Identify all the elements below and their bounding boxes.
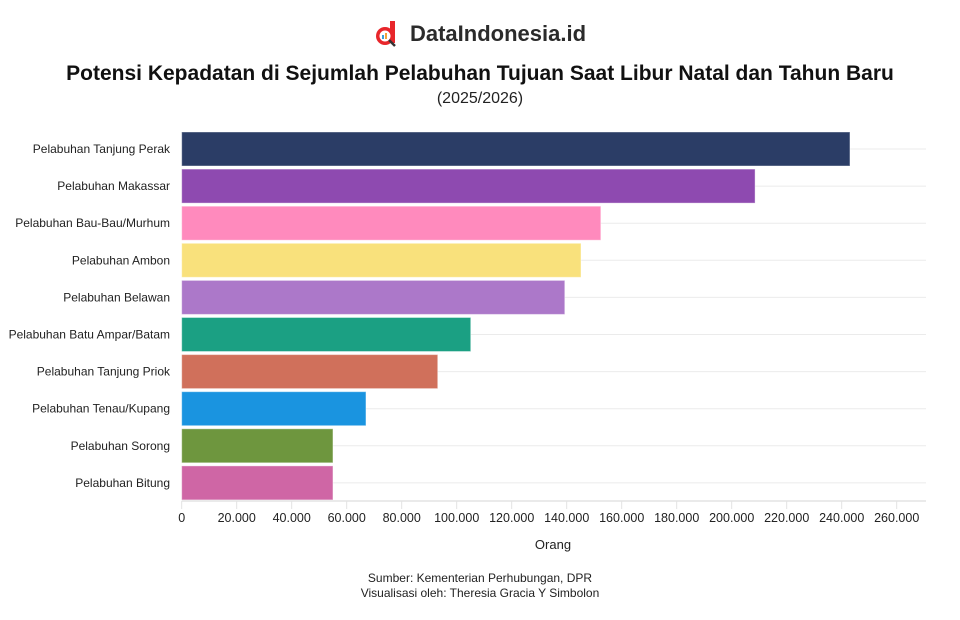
source-note: Sumber: Kementerian Perhubungan, DPR	[367, 571, 593, 585]
category-label: Pelabuhan Tanjung Perak	[33, 142, 171, 156]
x-axis-title: Orang	[535, 537, 571, 552]
brand-logo: DataIndonesia.id	[0, 20, 960, 53]
category-label: Pelabuhan Bitung	[75, 476, 170, 490]
brand-name: DataIndonesia.id	[409, 21, 587, 46]
x-tick-label: 240.000	[819, 511, 864, 525]
bar	[181, 354, 439, 390]
x-tick-label: 200.000	[709, 511, 754, 525]
bar	[181, 242, 582, 278]
x-tick-label: 260.000	[874, 511, 919, 525]
x-tick-label: 140.000	[544, 511, 589, 525]
x-tick-label: 40.000	[273, 511, 311, 525]
bar	[181, 391, 367, 427]
bar	[181, 465, 334, 501]
bar	[181, 205, 602, 241]
category-label: Pelabuhan Batu Ampar/Batam	[9, 328, 170, 342]
x-tick-label: 180.000	[654, 511, 699, 525]
credit-note: Visualisasi oleh: Theresia Gracia Y Simb…	[360, 586, 600, 600]
bar	[181, 279, 566, 315]
bar	[181, 317, 472, 352]
x-tick-label: 160.000	[599, 511, 644, 525]
chart-title: Potensi Kepadatan di Sejumlah Pelabuhan …	[66, 62, 894, 85]
x-tick-label: 220.000	[764, 511, 809, 525]
category-label: Pelabuhan Bau-Bau/Murhum	[15, 216, 170, 230]
category-label: Pelabuhan Sorong	[71, 439, 170, 453]
x-tick-label: 60.000	[328, 511, 366, 525]
x-tick-label: 80.000	[383, 511, 421, 525]
bar	[181, 168, 756, 204]
x-tick-label: 0	[178, 511, 185, 525]
x-tick-label: 100.000	[434, 511, 479, 525]
chart-subtitle: (2025/2026)	[436, 90, 524, 107]
bar	[181, 131, 851, 167]
bar	[181, 428, 334, 464]
category-label: Pelabuhan Tanjung Priok	[37, 365, 171, 379]
category-label: Pelabuhan Belawan	[63, 290, 170, 304]
magnifier-logo-icon	[375, 21, 396, 47]
category-label: Pelabuhan Ambon	[72, 253, 170, 267]
x-tick-label: 120.000	[489, 511, 534, 525]
x-tick-label: 20.000	[218, 511, 256, 525]
chart-footer: Sumber: Kementerian Perhubungan, DPR Vis…	[0, 571, 960, 601]
category-label: Pelabuhan Makassar	[57, 179, 170, 193]
category-label: Pelabuhan Tenau/Kupang	[32, 402, 170, 416]
